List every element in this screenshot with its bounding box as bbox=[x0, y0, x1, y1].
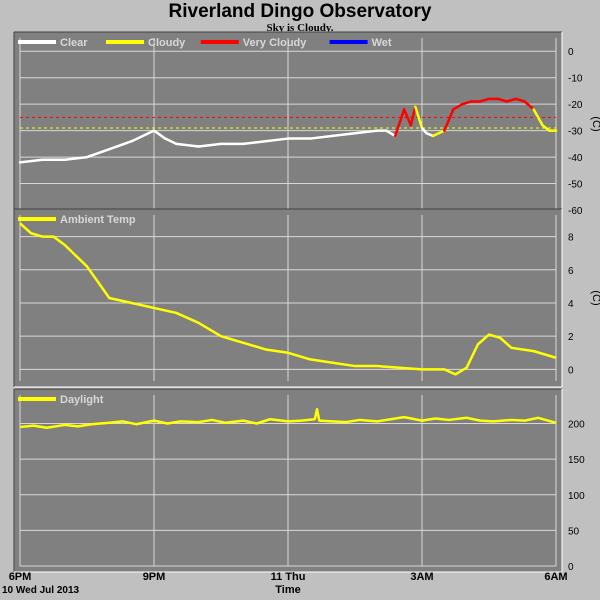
x-tick-label: 3AM bbox=[410, 571, 433, 583]
sky-temp-segment bbox=[409, 105, 417, 127]
sky-temp-segment bbox=[443, 108, 455, 132]
y-tick-label: -50 bbox=[568, 180, 583, 191]
y-tick-label: 8 bbox=[568, 233, 574, 244]
sky-temp-segment bbox=[108, 139, 133, 151]
sky-temp-segment bbox=[309, 134, 334, 140]
sky-temp-segment bbox=[514, 97, 526, 103]
y-unit-label: (C) bbox=[590, 116, 600, 131]
y-tick-label: 6 bbox=[568, 266, 574, 277]
sky-temp-segment bbox=[130, 129, 156, 143]
sky-temp-segment bbox=[460, 100, 473, 106]
x-tick-label: 6AM bbox=[544, 571, 567, 583]
y-tick-label: 0 bbox=[568, 47, 574, 58]
chart-panel-ambient: 0 2 4 6 8 (C) Ambient Temp bbox=[13, 208, 600, 388]
page-title: Riverland Dingo Observatory bbox=[168, 1, 432, 22]
sky-temp-segment bbox=[431, 129, 446, 138]
sky-temp-segment bbox=[85, 147, 111, 159]
sky-temp-segment bbox=[478, 97, 491, 103]
sky-temp-segment bbox=[452, 102, 464, 111]
series-line-daylight bbox=[19, 408, 557, 430]
y-tick-label: 2 bbox=[568, 332, 574, 343]
y-tick-label: -40 bbox=[568, 153, 583, 164]
sky-temp-segment bbox=[175, 142, 200, 148]
sky-temp-segment bbox=[414, 105, 424, 130]
sky-temp-segment bbox=[197, 142, 223, 148]
y-tick-label: 0 bbox=[568, 365, 574, 376]
y-tick-label: 4 bbox=[568, 299, 574, 310]
sky-temp-segment bbox=[505, 97, 518, 103]
x-axis: 6PM 9PM 11 Thu 3AM 6AM 10 Wed Jul 2013 Time bbox=[2, 571, 568, 596]
series-line-ambient bbox=[19, 222, 557, 376]
sky-temp-segment bbox=[532, 108, 544, 127]
sky-temp-segment bbox=[18, 158, 44, 164]
sky-temp-segment bbox=[264, 137, 290, 143]
sky-temp-segment bbox=[402, 108, 413, 127]
x-axis-label: Time bbox=[275, 584, 300, 596]
sky-temp-segment bbox=[353, 129, 379, 135]
legend-label: Cloudy bbox=[148, 37, 186, 49]
sky-temp-segment bbox=[152, 129, 167, 140]
sky-temp-segment bbox=[385, 129, 397, 138]
legend-label: Wet bbox=[372, 37, 392, 49]
y-tick-label: -30 bbox=[568, 127, 583, 138]
chart-panel-sky: 0 -10 -20 -30 -40 -50 -60 (C) Clear Cloudy Very Cl… bbox=[13, 31, 600, 217]
y-tick-label: -60 bbox=[568, 206, 583, 217]
y-tick-label: 100 bbox=[568, 491, 585, 502]
sky-temp-segment bbox=[163, 137, 178, 146]
sky-temp-segment bbox=[393, 108, 406, 138]
x-tick-label: 6PM bbox=[9, 571, 32, 583]
y-unit-label: (C) bbox=[590, 290, 600, 305]
sky-temp-segment bbox=[63, 155, 89, 161]
y-tick-label: 50 bbox=[568, 526, 580, 537]
y-tick-label: 150 bbox=[568, 455, 585, 466]
sky-temp-segment bbox=[523, 100, 535, 111]
y-tick-label: 200 bbox=[568, 420, 585, 431]
x-tick-label: 11 Thu bbox=[271, 571, 306, 583]
legend-label: Ambient Temp bbox=[60, 214, 136, 226]
x-tick-label: 9PM bbox=[143, 571, 166, 583]
sky-temp-segment bbox=[242, 139, 267, 146]
y-tick-label: 0 bbox=[568, 562, 574, 573]
x-date-label: 10 Wed Jul 2013 bbox=[2, 585, 80, 596]
sky-status-subtitle: Sky is Cloudy. bbox=[266, 22, 334, 34]
sky-temp-segment bbox=[331, 132, 357, 138]
y-tick-label: -20 bbox=[568, 100, 583, 111]
sky-temp-segment bbox=[496, 97, 509, 103]
legend-label: Clear bbox=[60, 37, 88, 49]
legend-label: Daylight bbox=[60, 394, 104, 406]
chart-panel-daylight: 200 150 100 50 0 Daylight bbox=[13, 388, 585, 573]
y-tick-label: -10 bbox=[568, 74, 583, 85]
sky-temp-segment bbox=[541, 124, 551, 132]
legend-label: Very Cloudy bbox=[243, 37, 307, 49]
